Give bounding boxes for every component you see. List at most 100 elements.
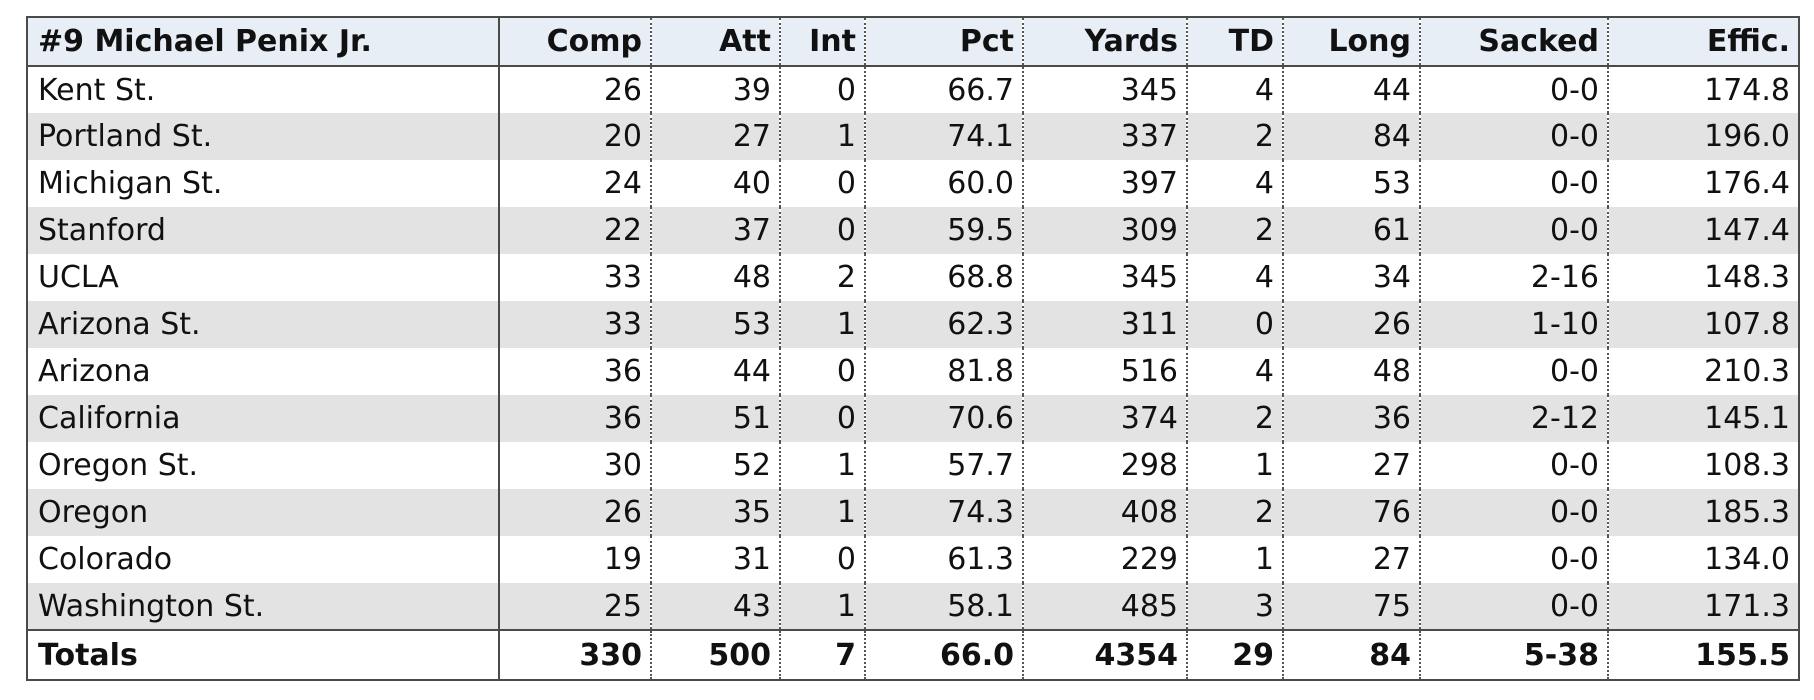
- table-body: Kent St. 26 39 0 66.7 345 4 44 0-0 174.8 Portland …: [27, 66, 1799, 630]
- stat-cell: 70.6: [864, 395, 1023, 442]
- stat-cell: 1: [779, 489, 865, 536]
- stat-cell: 107.8: [1607, 301, 1799, 348]
- stat-cell: 374: [1022, 395, 1187, 442]
- header-row: #9 Michael Penix Jr. Comp Att Int Pct Yards TD…: [27, 17, 1799, 67]
- table-row: Arizona St. 33 53 1 62.3 311 0 26 1-10 107.8: [27, 301, 1799, 348]
- stat-cell: 53: [1282, 160, 1420, 207]
- stat-cell: 4: [1186, 66, 1283, 113]
- stat-cell: 26: [1282, 301, 1420, 348]
- stat-cell: 36: [603, 401, 642, 436]
- table-row: Oregon 26 35 1 74.3 408 2 76 0-0 185.3: [27, 489, 1799, 536]
- table-row: Portland St. 20 27 1 74.1 337 2 84 0-0 196.0: [27, 113, 1799, 160]
- stat-cell: 345: [1022, 66, 1187, 113]
- stat-cell: 229: [1022, 536, 1187, 583]
- stat-cell: 337: [1022, 113, 1187, 160]
- opponent-cell: Kent St.: [27, 66, 500, 113]
- stat-cell: 61.3: [864, 536, 1023, 583]
- stat-cell: 33: [603, 307, 642, 342]
- stat-cell: 84: [1282, 113, 1420, 160]
- stat-cell: 26: [603, 495, 642, 530]
- stat-cell: 62.3: [864, 301, 1023, 348]
- stat-cell: 148.3: [1607, 254, 1799, 301]
- opponent-cell: California: [27, 395, 500, 442]
- stat-cell: 48: [1282, 348, 1420, 395]
- stat-cell: 27: [650, 113, 780, 160]
- stat-cell: 2: [1186, 207, 1283, 254]
- opponent-cell: Stanford: [27, 207, 500, 254]
- stat-cell: 60.0: [864, 160, 1023, 207]
- total-cell: 7: [779, 629, 865, 680]
- total-cell: 4354: [1022, 629, 1187, 680]
- stat-cell: 0: [1186, 301, 1283, 348]
- stat-cell: 24: [603, 166, 642, 201]
- header-cell: Sacked: [1419, 17, 1608, 67]
- table-row: Washington St. 25 43 1 58.1 485 3 75 0-0 171.3: [27, 583, 1799, 630]
- stat-cell: 31: [650, 536, 780, 583]
- opponent-cell: Arizona St.: [27, 301, 500, 348]
- stat-cell: 43: [650, 583, 780, 630]
- stat-cell: 4: [1186, 160, 1283, 207]
- stat-cell: 36: [603, 354, 642, 389]
- total-cell: 29: [1186, 629, 1283, 680]
- stat-cell: 37: [650, 207, 780, 254]
- stat-cell: 2-16: [1419, 254, 1608, 301]
- stat-cell: 0-0: [1419, 489, 1608, 536]
- stat-cell: 74.1: [864, 113, 1023, 160]
- table-header: #9 Michael Penix Jr. Comp Att Int Pct Yards TD…: [27, 17, 1799, 67]
- stat-cell: 0-0: [1419, 348, 1608, 395]
- stat-cell: 0-0: [1419, 207, 1608, 254]
- stat-cell: 51: [650, 395, 780, 442]
- header-cell: Yards: [1022, 17, 1187, 67]
- stat-cell: 2: [1186, 395, 1283, 442]
- stats-table: #9 Michael Penix Jr. Comp Att Int Pct Yards TD…: [26, 16, 1800, 681]
- stat-cell: 0: [779, 536, 865, 583]
- stat-cell: 53: [650, 301, 780, 348]
- stat-cell: 1: [779, 301, 865, 348]
- stat-cell: 298: [1022, 442, 1187, 489]
- stat-cell: 0: [779, 207, 865, 254]
- stat-cell: 25: [603, 588, 642, 624]
- stat-cell: 108.3: [1607, 442, 1799, 489]
- table-row: Michigan St. 24 40 0 60.0 397 4 53 0-0 176.4: [27, 160, 1799, 207]
- stat-cell: 309: [1022, 207, 1187, 254]
- stat-cell: 75: [1282, 583, 1420, 630]
- stat-cell: 0: [779, 348, 865, 395]
- stat-cell: 0: [779, 395, 865, 442]
- total-cell: Totals: [27, 629, 500, 680]
- stat-cell: 147.4: [1607, 207, 1799, 254]
- header-cell: TD: [1186, 17, 1283, 67]
- stat-cell: 174.8: [1607, 66, 1799, 113]
- stat-cell: 48: [650, 254, 780, 301]
- stat-cell: 34: [1282, 254, 1420, 301]
- stat-cell: 52: [650, 442, 780, 489]
- table-row: Colorado 19 31 0 61.3 229 1 27 0-0 134.0: [27, 536, 1799, 583]
- stat-cell: 30: [603, 448, 642, 483]
- header-cell: #9 Michael Penix Jr.: [27, 17, 500, 67]
- stat-cell: 40: [650, 160, 780, 207]
- stat-cell: 3: [1186, 583, 1283, 630]
- header-cell: Att: [650, 17, 780, 67]
- opponent-cell: Colorado: [27, 536, 500, 583]
- stat-cell: 81.8: [864, 348, 1023, 395]
- stat-cell: 19: [603, 542, 642, 577]
- table-row: Kent St. 26 39 0 66.7 345 4 44 0-0 174.8: [27, 66, 1799, 113]
- table-row: Arizona 36 44 0 81.8 516 4 48 0-0 210.3: [27, 348, 1799, 395]
- stat-cell: 0-0: [1419, 66, 1608, 113]
- total-cell: 5-38: [1419, 629, 1608, 680]
- stat-cell: 485: [1022, 583, 1187, 630]
- stat-cell: 0-0: [1419, 113, 1608, 160]
- stat-cell: 176.4: [1607, 160, 1799, 207]
- stat-cell: 74.3: [864, 489, 1023, 536]
- stat-cell: 39: [650, 66, 780, 113]
- stat-cell: 57.7: [864, 442, 1023, 489]
- opponent-cell: Arizona: [27, 348, 500, 395]
- stat-cell: 185.3: [1607, 489, 1799, 536]
- stat-cell: 196.0: [1607, 113, 1799, 160]
- total-cell: 84: [1282, 629, 1420, 680]
- stat-cell: 59.5: [864, 207, 1023, 254]
- opponent-cell: UCLA: [27, 254, 500, 301]
- header-cell: Int: [779, 17, 865, 67]
- stat-cell: 22: [603, 213, 642, 248]
- stat-cell: 4: [1186, 348, 1283, 395]
